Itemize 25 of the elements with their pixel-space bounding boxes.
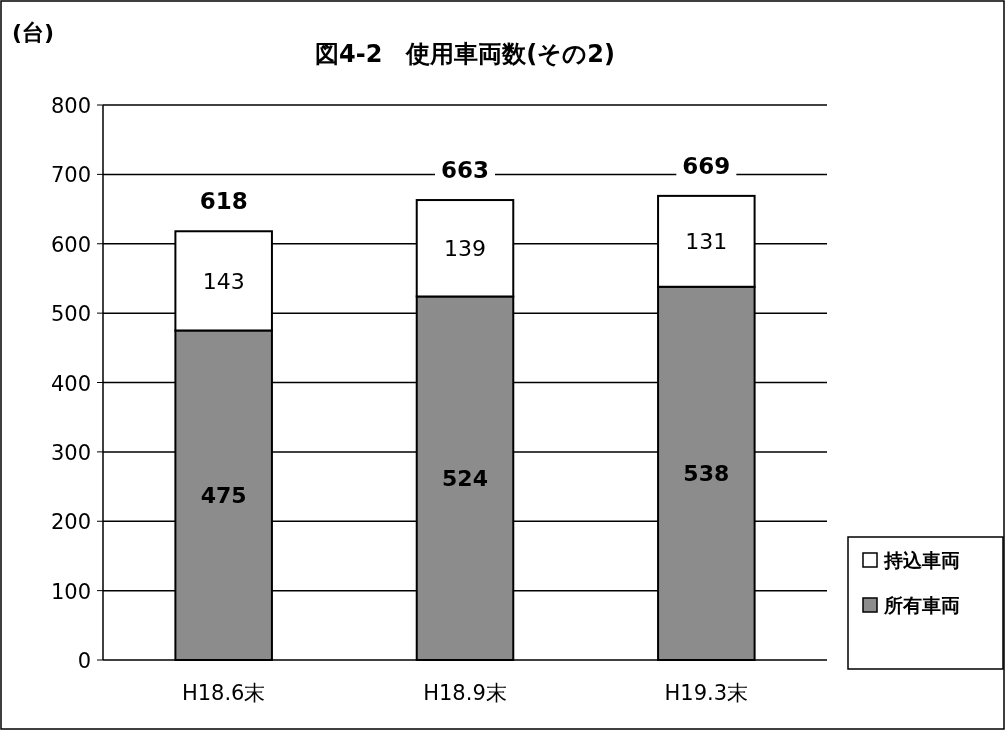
data-label: 524 — [442, 466, 488, 492]
x-tick-label: H18.9末 — [423, 681, 507, 705]
total-label: 663 — [440, 157, 490, 184]
data-label: 143 — [202, 268, 245, 294]
data-label: 139 — [444, 236, 486, 262]
x-tick-label: H19.3末 — [664, 681, 749, 705]
total-label: 669 — [682, 152, 731, 179]
x-tick-label: H18.6末 — [181, 681, 266, 705]
data-label: 538 — [683, 461, 730, 487]
legend-label: 所有車両 — [883, 594, 960, 616]
y-tick-label: 800 — [50, 94, 91, 118]
data-label: 131 — [685, 229, 728, 255]
y-tick-label: 500 — [50, 302, 91, 327]
y-axis-title: (台) — [12, 20, 55, 45]
chart-title: 図4-2 使用車両数(その2) — [315, 40, 615, 68]
y-tick-label: 100 — [50, 579, 91, 604]
total-label: 618 — [199, 188, 248, 215]
y-tick-label: 700 — [50, 163, 91, 188]
y-tick-label: 0 — [77, 649, 91, 673]
legend-label: 持込車両 — [883, 549, 960, 571]
y-tick-label: 300 — [50, 440, 91, 465]
y-tick-label: 600 — [50, 232, 91, 257]
data-label: 475 — [200, 483, 247, 509]
y-tick-label: 200 — [50, 510, 91, 535]
y-tick-label: 400 — [50, 371, 91, 396]
